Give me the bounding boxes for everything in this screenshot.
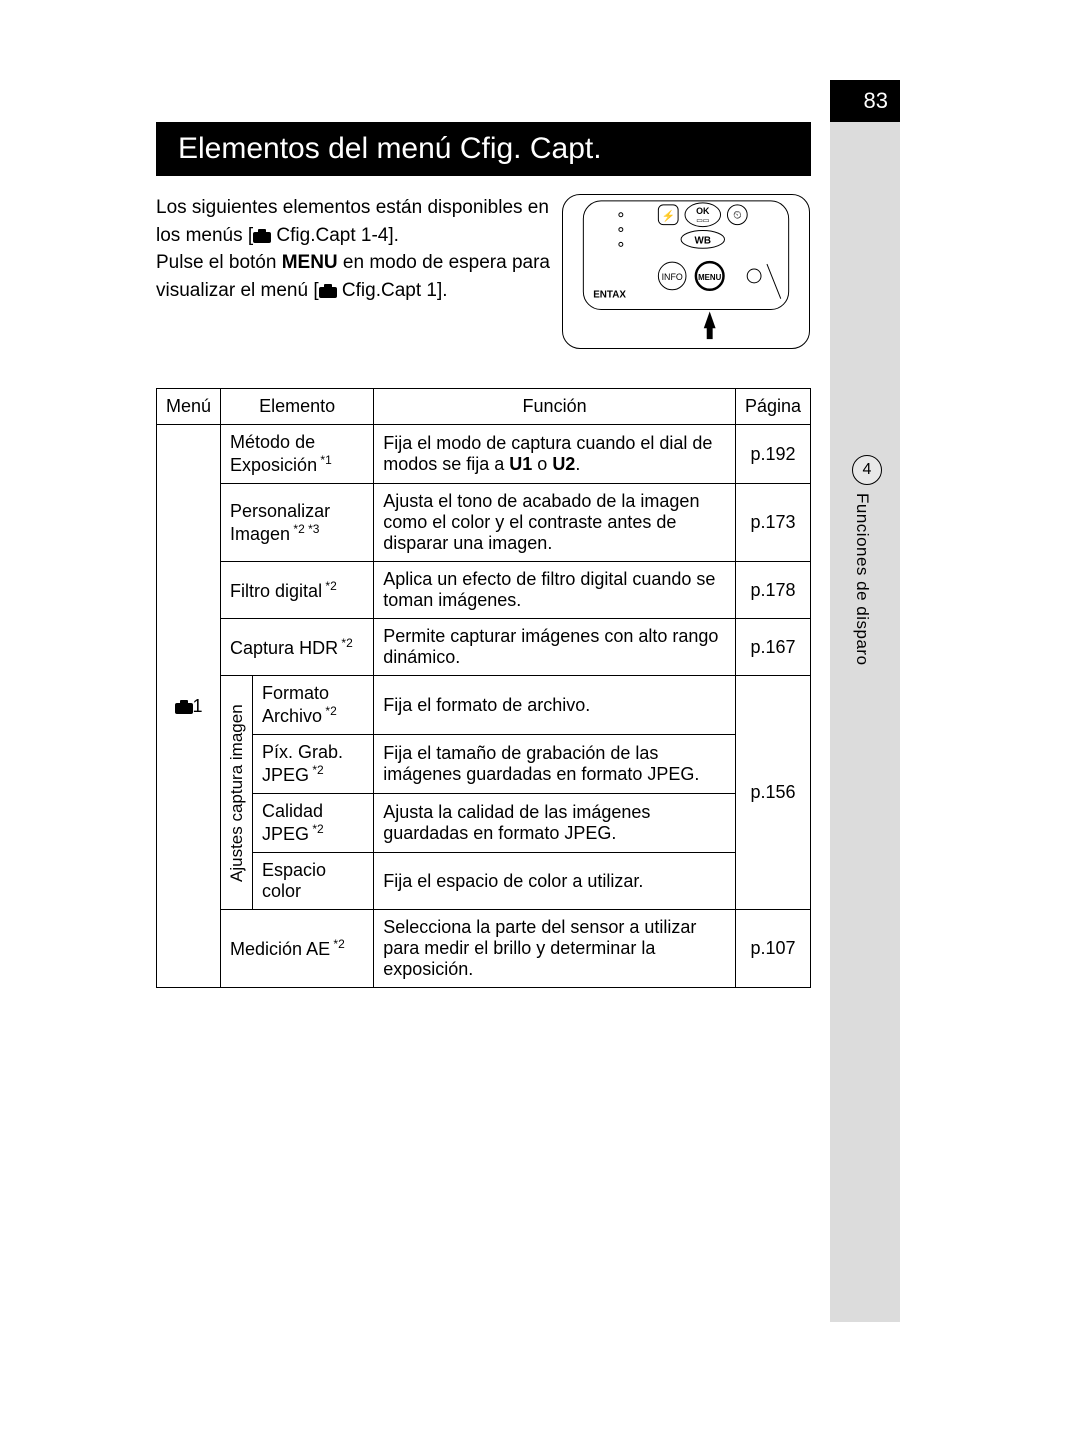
elem-text: Píx. Grab. JPEG xyxy=(262,742,343,785)
elem-cell: Formato Archivo *2 xyxy=(253,676,374,735)
func-cell: Permite capturar imágenes con alto rango… xyxy=(374,619,736,676)
side-gray-strip xyxy=(830,122,900,1322)
table-row: Captura HDR *2 Permite capturar imágenes… xyxy=(157,619,811,676)
camera-icon xyxy=(319,284,337,298)
header-elemento: Elemento xyxy=(221,389,374,425)
elem-cell: Personalizar Imagen *2 *3 xyxy=(221,484,374,562)
func-cell: Fija el espacio de color a utilizar. xyxy=(374,853,736,910)
camera-icon xyxy=(253,229,271,243)
table-row: Píx. Grab. JPEG *2 Fija el tamaño de gra… xyxy=(157,735,811,794)
elem-cell: Calidad JPEG *2 xyxy=(253,794,374,853)
func-cell: Ajusta la calidad de las imágenes guarda… xyxy=(374,794,736,853)
chapter-number: 4 xyxy=(852,455,882,485)
menu-table: Menú Elemento Función Página 1 Método de… xyxy=(156,388,811,988)
page-cell: p.107 xyxy=(735,910,810,988)
page-number: 83 xyxy=(830,80,900,122)
elem-text: Captura HDR xyxy=(230,638,338,658)
svg-text:WB: WB xyxy=(695,235,711,246)
elem-sup: *2 xyxy=(330,937,345,951)
elem-cell: Captura HDR *2 xyxy=(221,619,374,676)
side-tab: 4 Funciones de disparo xyxy=(852,455,882,666)
elem-cell: Filtro digital *2 xyxy=(221,562,374,619)
svg-text:OK: OK xyxy=(696,206,710,216)
svg-text:INFO: INFO xyxy=(662,272,683,282)
elem-sup: *2 xyxy=(322,704,337,718)
vertical-group-label: Ajustes captura imagen xyxy=(221,676,253,910)
header-pagina: Página xyxy=(735,389,810,425)
intro-menu2: Cfig.Capt 1]. xyxy=(337,280,448,301)
svg-text:▭▭: ▭▭ xyxy=(696,218,709,225)
elem-text: Método de Exposición xyxy=(230,432,317,475)
camera-icon xyxy=(175,700,193,714)
camera-back-diagram: ⚡ OK ▭▭ ⏲ WB INFO MENU ENTAX xyxy=(562,194,810,349)
func-cell: Fija el tamaño de grabación de las imáge… xyxy=(374,735,736,794)
header-menu: Menú xyxy=(157,389,221,425)
func-b2: U2 xyxy=(552,454,575,474)
menu-id-cell: 1 xyxy=(157,425,221,988)
elem-sup: *2 xyxy=(322,579,337,593)
page-cell: p.178 xyxy=(735,562,810,619)
svg-text:⚡: ⚡ xyxy=(661,210,675,223)
intro-menu1: Cfig.Capt 1-4]. xyxy=(271,225,399,246)
header-funcion: Función xyxy=(374,389,736,425)
table-row: Ajustes captura imagen Formato Archivo *… xyxy=(157,676,811,735)
elem-sup: *1 xyxy=(317,453,332,467)
elem-sup: *2 *3 xyxy=(290,522,319,536)
page-title: Elementos del menú Cfig. Capt. xyxy=(156,122,811,176)
elem-sup: *2 xyxy=(338,636,353,650)
table-header-row: Menú Elemento Función Página xyxy=(157,389,811,425)
func-tail: . xyxy=(575,454,580,474)
menu-num: 1 xyxy=(193,696,203,716)
elem-sup: *2 xyxy=(309,763,324,777)
elem-text: Formato Archivo xyxy=(262,683,329,726)
menu-bold-word: MENU xyxy=(282,252,338,273)
elem-text: Filtro digital xyxy=(230,581,322,601)
table-row: 1 Método de Exposición *1 Fija el modo d… xyxy=(157,425,811,484)
func-cell: Fija el formato de archivo. xyxy=(374,676,736,735)
chapter-label: Funciones de disparo xyxy=(852,493,872,666)
page-cell: p.173 xyxy=(735,484,810,562)
elem-cell: Espacio color xyxy=(253,853,374,910)
page-cell: p.192 xyxy=(735,425,810,484)
svg-text:MENU: MENU xyxy=(698,273,721,282)
func-cell: Fija el modo de captura cuando el dial d… xyxy=(374,425,736,484)
func-b1: U1 xyxy=(509,454,532,474)
func-mid: o xyxy=(532,454,552,474)
intro-text: Los siguientes elementos están disponibl… xyxy=(156,194,556,304)
elem-cell: Píx. Grab. JPEG *2 xyxy=(253,735,374,794)
elem-sup: *2 xyxy=(309,822,324,836)
elem-cell: Método de Exposición *1 xyxy=(221,425,374,484)
page-cell: p.167 xyxy=(735,619,810,676)
elem-text: Espacio color xyxy=(262,860,326,901)
elem-cell: Medición AE *2 xyxy=(221,910,374,988)
svg-text:ENTAX: ENTAX xyxy=(593,290,626,301)
table-row: Personalizar Imagen *2 *3 Ajusta el tono… xyxy=(157,484,811,562)
elem-text: Medición AE xyxy=(230,939,330,959)
table-row: Calidad JPEG *2 Ajusta la calidad de las… xyxy=(157,794,811,853)
func-cell: Aplica un efecto de filtro digital cuand… xyxy=(374,562,736,619)
intro-line2: Pulse el botón xyxy=(156,252,282,273)
svg-text:⏲: ⏲ xyxy=(733,210,741,222)
page-cell: p.156 xyxy=(735,676,810,910)
func-cell: Selecciona la parte del sensor a utiliza… xyxy=(374,910,736,988)
table-row: Espacio color Fija el espacio de color a… xyxy=(157,853,811,910)
table-row: Medición AE *2 Selecciona la parte del s… xyxy=(157,910,811,988)
table-row: Filtro digital *2 Aplica un efecto de fi… xyxy=(157,562,811,619)
func-cell: Ajusta el tono de acabado de la imagen c… xyxy=(374,484,736,562)
